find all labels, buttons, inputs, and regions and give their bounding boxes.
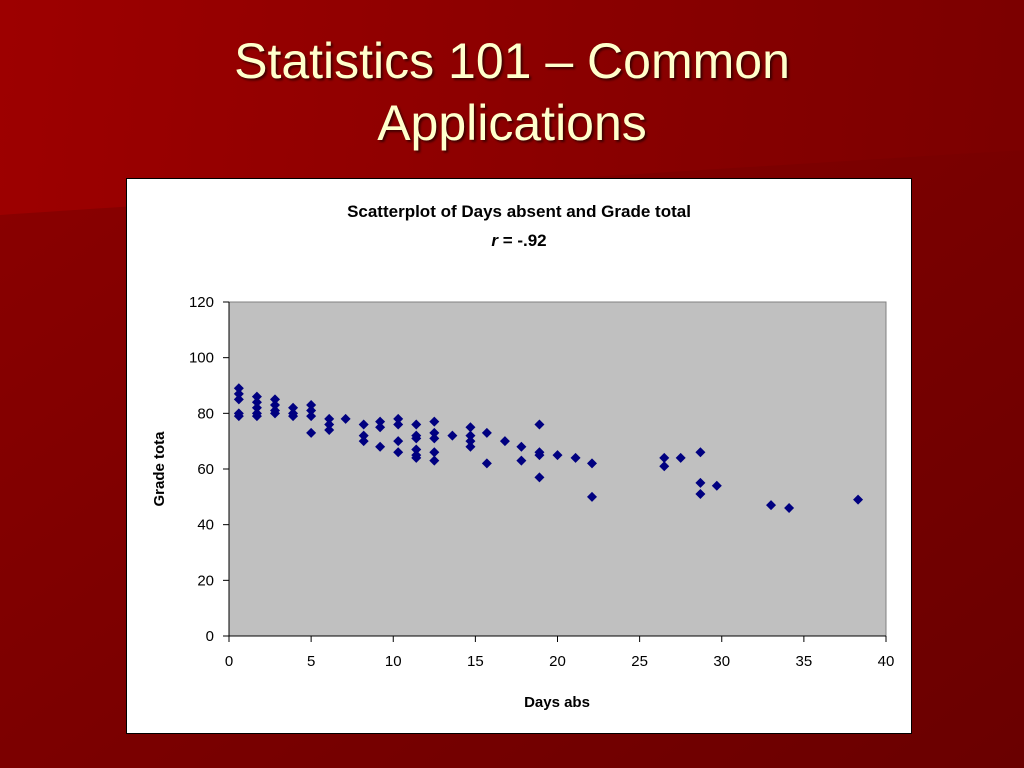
data-point	[233, 383, 244, 394]
data-point	[465, 422, 476, 433]
data-point	[552, 450, 563, 461]
subtitle-italic-r: r	[491, 231, 499, 250]
data-point	[393, 436, 404, 447]
data-point	[481, 427, 492, 438]
data-point	[711, 480, 722, 491]
y-tick-label: 120	[189, 294, 214, 311]
data-point	[251, 397, 262, 408]
x-tick-label: 15	[467, 653, 484, 670]
x-tick-label: 20	[549, 653, 566, 670]
y-tick-label: 0	[206, 628, 214, 645]
data-point	[251, 391, 262, 402]
data-point	[429, 447, 440, 458]
data-point	[465, 441, 476, 452]
data-point	[516, 455, 527, 466]
x-axis-title: Days abs	[524, 694, 590, 711]
data-point	[233, 411, 244, 422]
data-point	[534, 450, 545, 461]
scatterplot-chart: Scatterplot of Days absent and Grade tot…	[151, 202, 894, 711]
data-point	[269, 408, 280, 419]
data-point	[695, 447, 706, 458]
data-point	[411, 419, 422, 430]
data-point	[269, 394, 280, 405]
y-tick-label: 60	[197, 461, 214, 478]
data-point	[358, 436, 369, 447]
data-point	[324, 413, 335, 424]
data-point	[429, 416, 440, 427]
y-tick-label: 20	[197, 572, 214, 589]
data-point	[534, 472, 545, 483]
data-point	[393, 419, 404, 430]
x-tick-label: 30	[713, 653, 730, 670]
data-point	[675, 452, 686, 463]
data-point	[766, 500, 777, 511]
data-point	[411, 444, 422, 455]
x-tick-label: 40	[878, 653, 895, 670]
data-point	[447, 430, 458, 441]
data-point	[269, 399, 280, 410]
data-point	[233, 394, 244, 405]
data-point	[251, 402, 262, 413]
x-tick-label: 35	[796, 653, 813, 670]
y-tick-label: 40	[197, 517, 214, 534]
data-point	[499, 436, 510, 447]
subtitle-value: = -.92	[498, 231, 547, 250]
data-point	[358, 419, 369, 430]
data-point	[516, 441, 527, 452]
data-point	[393, 413, 404, 424]
y-tick-label: 100	[189, 350, 214, 367]
data-point	[659, 461, 670, 472]
data-point	[481, 458, 492, 469]
data-point	[411, 433, 422, 444]
data-point	[429, 433, 440, 444]
data-point	[429, 455, 440, 466]
data-point	[570, 452, 581, 463]
x-tick-label: 0	[225, 653, 233, 670]
x-tick-label: 5	[307, 653, 315, 670]
data-point	[586, 458, 597, 469]
data-point	[393, 447, 404, 458]
data-point	[695, 489, 706, 500]
data-point	[306, 399, 317, 410]
slide-title-line-1: Statistics 101 – Common	[234, 33, 790, 89]
y-axis-title: Grade tota	[151, 431, 168, 507]
data-point	[233, 388, 244, 399]
slide-title: Statistics 101 – Common Applications	[0, 30, 1024, 154]
axes: 0 20 40 60 80 100 120 0 5 10 15 20 25 30 35 40	[189, 294, 894, 670]
data-point	[411, 452, 422, 463]
data-point	[375, 441, 386, 452]
x-tick-label: 25	[631, 653, 648, 670]
slide-title-line-2: Applications	[377, 95, 647, 151]
data-point	[695, 477, 706, 488]
data-point	[784, 502, 795, 513]
data-point	[375, 422, 386, 433]
data-point	[324, 419, 335, 430]
data-point	[465, 436, 476, 447]
data-point	[375, 416, 386, 427]
data-point	[853, 494, 864, 505]
data-point	[340, 413, 351, 424]
chart-subtitle: r = -.92	[491, 231, 546, 250]
data-point	[429, 427, 440, 438]
data-point	[465, 430, 476, 441]
data-point	[324, 425, 335, 436]
x-tick-label: 10	[385, 653, 402, 670]
data-point	[659, 452, 670, 463]
data-point	[288, 402, 299, 413]
data-point	[288, 411, 299, 422]
data-point	[534, 419, 545, 430]
data-point	[251, 411, 262, 422]
data-point	[306, 411, 317, 422]
data-points	[233, 383, 864, 513]
data-point	[586, 491, 597, 502]
data-point	[306, 405, 317, 416]
plot-area	[228, 301, 887, 637]
chart-frame: Scatterplot of Days absent and Grade tot…	[126, 178, 912, 734]
chart-title: Scatterplot of Days absent and Grade tot…	[347, 202, 691, 221]
data-point	[358, 430, 369, 441]
y-tick-label: 80	[197, 405, 214, 422]
data-point	[306, 427, 317, 438]
